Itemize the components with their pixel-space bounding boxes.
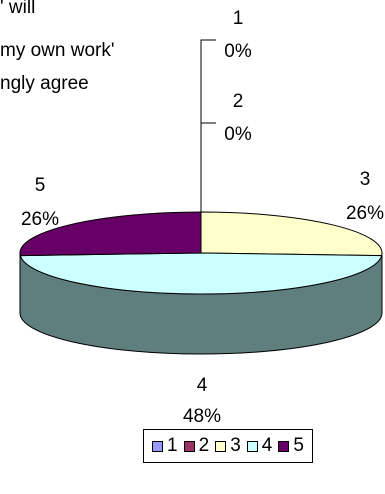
- slice-pct-2: 0%: [224, 124, 252, 145]
- slice-label-2: 2: [232, 91, 244, 112]
- chart-legend: 1 2 3 4 5: [143, 429, 313, 463]
- slice-pct-4: 48%: [182, 406, 222, 427]
- legend-label-5: 5: [293, 435, 304, 456]
- legend-label-1: 1: [167, 435, 178, 456]
- slice-label-3: 3: [359, 169, 371, 190]
- legend-label-3: 3: [230, 435, 241, 456]
- slice-pct-1: 0%: [224, 41, 252, 62]
- legend-swatch-1: [152, 440, 164, 452]
- pie-slice-5: [19, 211, 202, 257]
- legend-item-2: 2: [183, 435, 210, 457]
- slice-label-4: 4: [196, 375, 208, 396]
- legend-swatch-4: [246, 440, 258, 452]
- pie-slice-3: [200, 211, 383, 257]
- slice-pct-5: 26%: [20, 209, 60, 230]
- legend-swatch-2: [183, 440, 195, 452]
- leader-line-slice-1: [200, 39, 216, 237]
- legend-item-3: 3: [215, 435, 241, 457]
- chart-title-line-1: ' will: [0, 0, 36, 18]
- slice-pct-3: 26%: [345, 203, 385, 224]
- legend-label-2: 2: [198, 435, 210, 456]
- pie-slice-4: [19, 252, 383, 295]
- legend-item-5: 5: [278, 435, 304, 457]
- legend-swatch-5: [278, 440, 290, 452]
- slice-label-5: 5: [34, 175, 46, 196]
- legend-item-4: 4: [246, 435, 273, 457]
- slice-label-1: 1: [232, 8, 244, 29]
- legend-item-1: 1: [152, 435, 178, 457]
- legend-label-4: 4: [261, 435, 273, 456]
- chart-title-line-2: my own work': [0, 40, 115, 61]
- chart-title-line-3: ngly agree: [0, 73, 89, 94]
- legend-swatch-3: [215, 440, 227, 452]
